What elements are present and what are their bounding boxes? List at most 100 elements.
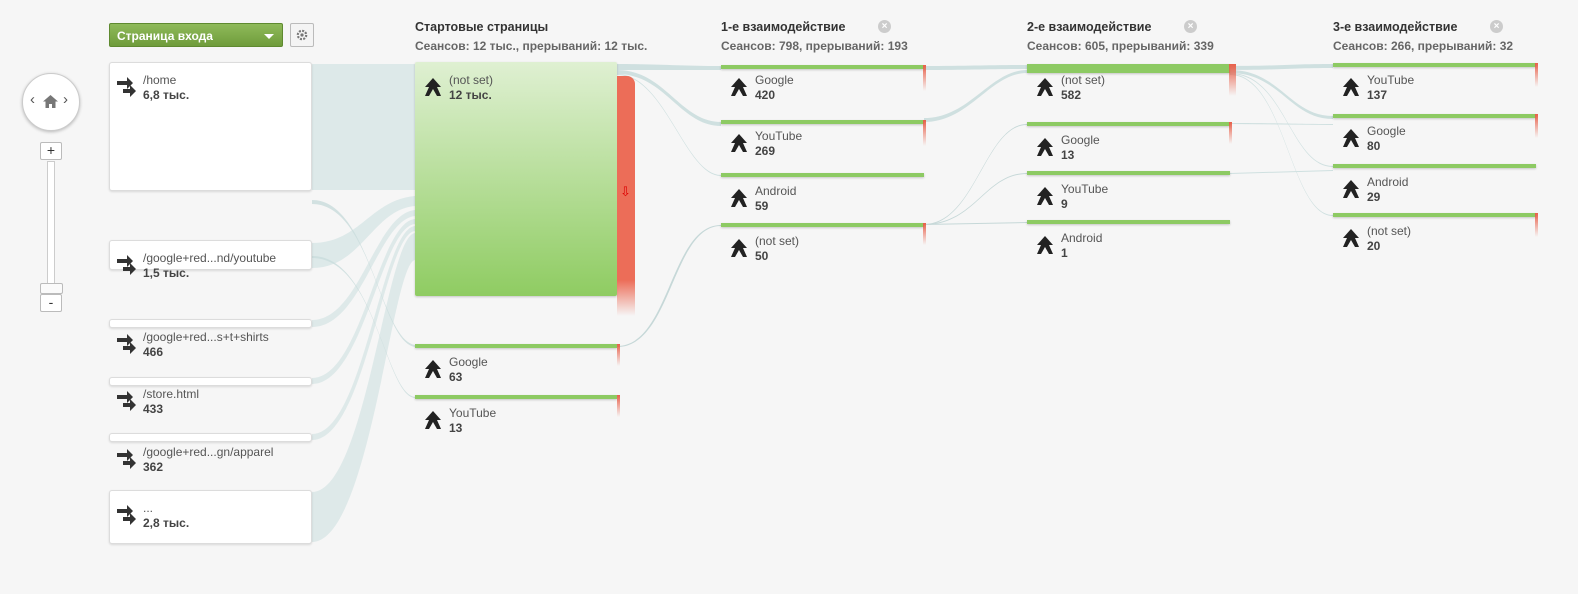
landing-page-item[interactable]: /home 6,8 тыс. — [115, 73, 305, 105]
node-bar[interactable] — [1027, 122, 1230, 126]
event-icon — [731, 78, 747, 96]
start-node-item[interactable]: Google 63 — [421, 355, 611, 387]
dropoff-tick[interactable] — [1535, 213, 1538, 237]
landing-page-node[interactable] — [109, 433, 312, 442]
column-subtitle: Сеансов: 798, прерываний: 193 — [721, 39, 908, 53]
dropoff-tick[interactable] — [1229, 122, 1232, 144]
interaction3-item[interactable]: Google 80 — [1339, 124, 1529, 156]
entrance-arrow-icon — [117, 255, 136, 275]
node-bar[interactable] — [1027, 171, 1230, 175]
landing-page-item[interactable]: /google+red...gn/apparel 362 — [115, 445, 305, 477]
node-value: 9 — [1061, 197, 1068, 211]
close-column-icon[interactable]: × — [878, 20, 891, 33]
column-header-start: Стартовые страницы Сеансов: 12 тыс., пре… — [415, 20, 695, 53]
node-label: YouTube — [755, 129, 803, 143]
node-bar[interactable] — [1027, 220, 1230, 224]
node-bar[interactable] — [721, 120, 924, 124]
zoom-slider-track[interactable] — [47, 161, 55, 288]
dimension-dropdown[interactable]: Страница входа — [109, 23, 283, 47]
node-value: 269 — [755, 144, 776, 158]
dropoff-tick[interactable] — [1535, 114, 1538, 138]
node-bar[interactable] — [1333, 114, 1536, 118]
dimension-dropdown-label: Страница входа — [117, 29, 213, 43]
entrance-arrow-icon — [117, 334, 136, 354]
node-bar[interactable] — [1333, 164, 1536, 168]
node-value: 13 — [449, 421, 463, 435]
dropoff-arrow-icon: ⇩ — [620, 184, 631, 199]
node-value: 63 — [449, 370, 463, 384]
home-icon[interactable] — [42, 94, 59, 109]
landing-page-item[interactable]: /google+red...nd/youtube 1,5 тыс. — [115, 251, 305, 283]
node-bar[interactable] — [415, 395, 617, 399]
event-icon — [1037, 187, 1053, 205]
landing-page-item[interactable]: /store.html 433 — [115, 387, 305, 419]
start-node-item[interactable]: (not set) 12 тыс. — [421, 73, 611, 105]
close-column-icon[interactable]: × — [1490, 20, 1503, 33]
start-node-item[interactable]: YouTube 13 — [421, 406, 611, 438]
landing-page-label: /home — [143, 73, 177, 87]
chevron-down-icon — [264, 34, 274, 39]
nav-right-button[interactable]: › — [63, 91, 68, 108]
interaction3-item[interactable]: Android 29 — [1339, 175, 1529, 207]
dropoff-tick[interactable] — [1229, 64, 1236, 96]
column-header-interaction1: 1-е взаимодействие Сеансов: 798, прерыва… — [721, 20, 931, 53]
interaction2-item[interactable]: Android 1 — [1033, 231, 1223, 263]
interaction2-item[interactable]: (not set) 582 — [1033, 73, 1223, 105]
landing-page-node[interactable] — [109, 319, 312, 328]
node-label: YouTube — [1061, 182, 1109, 196]
node-bar[interactable] — [721, 223, 924, 227]
interaction1-item[interactable]: YouTube 269 — [727, 129, 917, 161]
landing-page-label: /store.html — [143, 387, 200, 401]
landing-page-node[interactable] — [109, 62, 312, 191]
zoom-out-button[interactable]: - — [40, 294, 62, 312]
landing-page-value: 362 — [143, 460, 164, 474]
node-label: Google — [449, 355, 488, 369]
start-node-not-set[interactable] — [415, 62, 617, 296]
dropoff-bar[interactable]: ⇩ — [617, 76, 635, 316]
gear-icon — [296, 29, 308, 41]
interaction2-item[interactable]: Google 13 — [1033, 133, 1223, 165]
node-bar[interactable] — [721, 173, 924, 177]
node-bar[interactable] — [1333, 213, 1536, 217]
event-icon — [1343, 129, 1359, 147]
landing-page-node[interactable] — [109, 490, 312, 544]
column-title: 1-е взаимодействие — [721, 20, 846, 34]
event-icon — [1037, 236, 1053, 254]
dropoff-tick[interactable] — [617, 344, 620, 366]
landing-page-node[interactable] — [109, 240, 312, 270]
node-label: (not set) — [449, 73, 494, 87]
node-label: (not set) — [755, 234, 800, 248]
dropoff-tick[interactable] — [923, 120, 926, 146]
event-icon — [731, 239, 747, 257]
node-bar[interactable] — [721, 65, 924, 69]
node-value: 137 — [1367, 88, 1388, 102]
node-label: YouTube — [1367, 73, 1415, 87]
node-bar[interactable] — [1027, 64, 1230, 73]
dropoff-tick[interactable] — [617, 395, 620, 417]
interaction1-item[interactable]: Google 420 — [727, 73, 917, 105]
entrance-arrow-icon — [117, 77, 136, 97]
node-value: 582 — [1061, 88, 1082, 102]
interaction1-item[interactable]: Android 59 — [727, 184, 917, 216]
node-bar[interactable] — [1333, 63, 1536, 67]
interaction2-item[interactable]: YouTube 9 — [1033, 182, 1223, 214]
close-column-icon[interactable]: × — [1184, 20, 1197, 33]
interaction3-item[interactable]: YouTube 137 — [1339, 73, 1529, 105]
landing-page-item[interactable]: /google+red...s+t+shirts 466 — [115, 330, 305, 362]
interaction3-item[interactable]: (not set) 20 — [1339, 224, 1529, 256]
zoom-in-button[interactable]: + — [40, 142, 62, 160]
interaction1-item[interactable]: (not set) 50 — [727, 234, 917, 266]
nav-left-button[interactable]: ‹ — [30, 91, 35, 108]
landing-page-label: /google+red...nd/youtube — [143, 251, 277, 265]
zoom-slider-handle[interactable] — [40, 283, 63, 294]
landing-page-item[interactable]: ... 2,8 тыс. — [115, 501, 305, 533]
entrance-arrow-icon — [117, 391, 136, 411]
dropoff-tick[interactable] — [923, 65, 926, 91]
settings-button[interactable] — [290, 23, 314, 47]
node-value: 420 — [755, 88, 776, 102]
landing-page-node[interactable] — [109, 377, 312, 386]
dropoff-tick[interactable] — [1535, 63, 1538, 87]
column-title: Стартовые страницы — [415, 20, 549, 34]
node-bar[interactable] — [415, 344, 617, 348]
dropoff-tick[interactable] — [923, 223, 926, 245]
